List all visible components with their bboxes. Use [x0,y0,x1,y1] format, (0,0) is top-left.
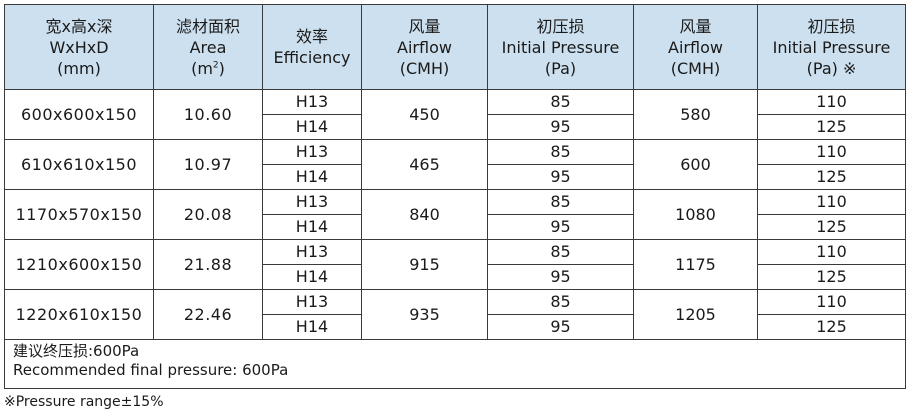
pressure-2-cell: 110 [757,239,906,265]
pressure-2-cell: 125 [757,214,906,240]
header-efficiency-cn: 效率 [295,27,328,46]
airflow-2-cell: 1205 [633,289,758,340]
pressure-range-footnote: ※Pressure range±15% [4,394,164,410]
size-cell: 600x600x150 [4,89,154,140]
pressure-1-cell: 85 [487,189,634,215]
efficiency-cell: H14 [262,164,362,190]
pressure-1-cell: 85 [487,139,634,165]
header-pressure-1: 初压损 Initial Pressure (Pa) [487,4,634,90]
airflow-1-cell: 840 [361,189,488,240]
header-airflow-1-cn: 风量 [408,16,441,36]
efficiency-cell: H14 [262,114,362,140]
pressure-1-cell: 85 [487,289,634,315]
header-pressure-2: 初压损 Initial Pressure (Pa) ※ [757,4,906,90]
airflow-2-cell: 580 [633,89,758,140]
table-row: H14 95 125 [5,164,906,190]
airflow-1-cell: 465 [361,139,488,190]
size-cell: 1220x610x150 [4,289,154,340]
header-pressure-1-cn: 初压损 [536,16,585,36]
header-pressure-2-en: Initial Pressure [772,37,891,57]
header-airflow-1-unit: (CMH) [399,58,450,78]
header-pressure-1-unit: (Pa) [544,58,577,78]
airflow-2-cell: 600 [633,139,758,190]
header-dimensions-cn: 宽x高x深 [45,16,113,36]
airflow-1-cell: 450 [361,89,488,140]
size-cell: 1210x600x150 [4,239,154,290]
size-cell: 610x610x150 [4,139,154,190]
filter-spec-table: 宽x高x深 WxHxD (mm) 滤材面积 Area (m2) 效率 Effic… [4,4,906,389]
pressure-1-cell: 95 [487,164,634,190]
pressure-1-cell: 95 [487,264,634,290]
header-dimensions-unit: (mm) [57,58,101,78]
final-pressure-note-cn: 建议终压损:600Pa [13,342,140,360]
pressure-2-cell: 110 [757,139,906,165]
table-row: H14 95 125 [5,264,906,290]
table-row: 1220x610x150 22.46 H13 935 85 1205 110 [4,289,906,340]
header-pressure-2-unit: (Pa) ※ [806,58,857,78]
header-efficiency-en: Efficiency [273,48,351,67]
header-pressure-2-cn: 初压损 [807,16,856,36]
pressure-1-cell: 95 [487,214,634,240]
efficiency-cell: H13 [262,289,362,315]
area-cell: 20.08 [153,189,263,240]
pressure-1-cell: 85 [487,239,634,265]
table-row: H14 95 125 [5,314,906,340]
pressure-2-cell: 110 [757,189,906,215]
header-airflow-2: 风量 Airflow (CMH) [633,4,758,90]
header-area-unit: (m2) [191,58,225,78]
area-cell: 21.88 [153,239,263,290]
table-row: H14 95 125 [5,214,906,240]
table-row: 1210x600x150 21.88 H13 915 85 1175 110 [4,239,906,290]
table-body: 600x600x150 10.60 H13 450 85 580 110 H14 95 125 61… [4,89,906,340]
efficiency-cell: H13 [262,189,362,215]
notes-row: 建议终压损:600Pa Recommended final pressure: … [4,339,906,389]
pressure-2-cell: 110 [757,89,906,115]
table-row: 600x600x150 10.60 H13 450 85 580 110 [4,89,906,140]
pressure-2-cell: 125 [757,114,906,140]
pressure-2-cell: 125 [757,264,906,290]
area-cell: 22.46 [153,289,263,340]
header-airflow-1: 风量 Airflow (CMH) [361,4,488,90]
header-pressure-1-en: Initial Pressure [501,37,620,57]
header-dimensions: 宽x高x深 WxHxD (mm) [4,4,154,90]
efficiency-cell: H14 [262,214,362,240]
pressure-2-cell: 125 [757,314,906,340]
header-area: 滤材面积 Area (m2) [153,4,263,90]
header-area-en: Area [189,37,227,57]
header-airflow-2-cn: 风量 [679,16,712,36]
final-pressure-note-en: Recommended final pressure: 600Pa [13,361,289,379]
airflow-1-cell: 935 [361,289,488,340]
efficiency-cell: H13 [262,139,362,165]
pressure-1-cell: 95 [487,114,634,140]
header-row: 宽x高x深 WxHxD (mm) 滤材面积 Area (m2) 效率 Effic… [4,4,906,90]
header-dimensions-en: WxHxD [49,37,109,57]
efficiency-cell: H14 [262,314,362,340]
header-area-cn: 滤材面积 [175,16,240,36]
pressure-2-cell: 125 [757,164,906,190]
efficiency-cell: H13 [262,89,362,115]
header-airflow-2-unit: (CMH) [670,58,721,78]
airflow-1-cell: 915 [361,239,488,290]
pressure-1-cell: 85 [487,89,634,115]
table-row: H14 95 125 [5,114,906,140]
final-pressure-note: 建议终压损:600Pa Recommended final pressure: … [4,339,906,389]
area-cell: 10.60 [153,89,263,140]
efficiency-cell: H13 [262,239,362,265]
airflow-2-cell: 1175 [633,239,758,290]
size-cell: 1170x570x150 [4,189,154,240]
airflow-2-cell: 1080 [633,189,758,240]
header-airflow-2-en: Airflow [668,37,723,57]
header-efficiency: 效率 Efficiency [262,4,362,90]
pressure-1-cell: 95 [487,314,634,340]
header-airflow-1-en: Airflow [397,37,452,57]
area-cell: 10.97 [153,139,263,190]
table-row: 1170x570x150 20.08 H13 840 85 1080 110 [4,189,906,240]
pressure-2-cell: 110 [757,289,906,315]
table-row: 610x610x150 10.97 H13 465 85 600 110 [4,139,906,190]
efficiency-cell: H14 [262,264,362,290]
